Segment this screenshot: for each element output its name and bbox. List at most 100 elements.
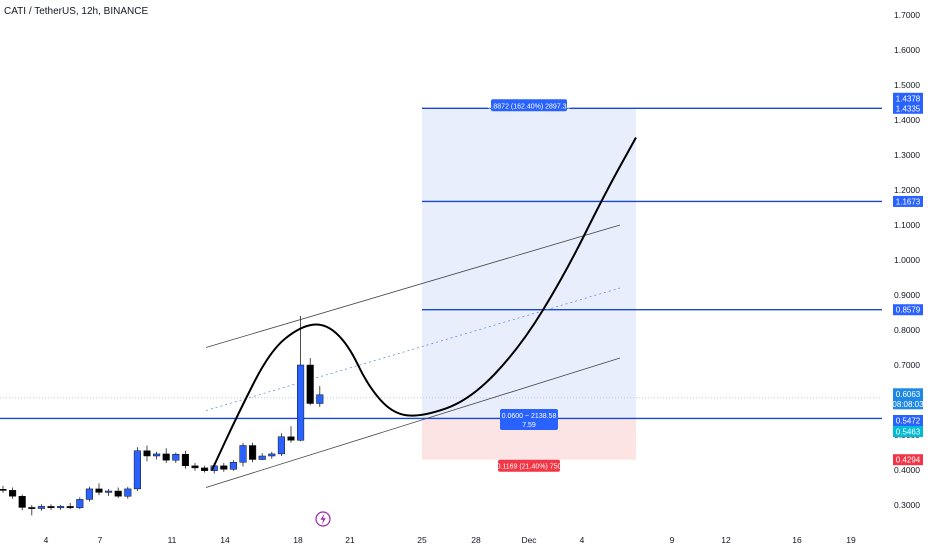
y-tick-label: 1.2000 bbox=[894, 185, 920, 195]
entry-label: 0.0600 ~ 2138.58 7.59 bbox=[500, 408, 558, 430]
x-tick-label: 4 bbox=[580, 535, 585, 545]
svg-text:0.4294: 0.4294 bbox=[896, 456, 921, 465]
channel-upper-line[interactable] bbox=[205, 224, 621, 348]
candle bbox=[220, 463, 228, 472]
candle bbox=[114, 487, 122, 498]
candle bbox=[191, 463, 199, 471]
candle bbox=[0, 485, 7, 493]
candle bbox=[297, 316, 305, 442]
svg-text:0.5472: 0.5472 bbox=[896, 416, 921, 425]
svg-text:7.59: 7.59 bbox=[522, 422, 536, 429]
candles bbox=[0, 316, 324, 516]
price-tag: 1.4378 bbox=[893, 92, 923, 104]
price-tag: 1.1673 bbox=[893, 195, 923, 207]
position-labels: 0.8872 (162.40%) 2897.35 0.0600 ~ 2138.58… bbox=[488, 99, 571, 472]
y-tick-label: 0.3000 bbox=[894, 500, 920, 510]
chart-title: CATI / TetherUS, 12h, BINANCE bbox=[4, 6, 149, 17]
candle bbox=[95, 483, 103, 496]
candle bbox=[76, 497, 84, 510]
channel-middle-line[interactable] bbox=[205, 287, 621, 411]
svg-text:0.6063: 0.6063 bbox=[896, 390, 921, 399]
price-tag: 0.6063 bbox=[893, 388, 923, 400]
candle bbox=[162, 448, 170, 463]
lightning-icon[interactable] bbox=[315, 511, 331, 527]
y-tick-label: 0.7000 bbox=[894, 360, 920, 370]
x-tick-label: Dec bbox=[521, 535, 537, 545]
y-tick-label: 0.9000 bbox=[894, 290, 920, 300]
price-tag: 08:08:03 bbox=[892, 398, 924, 410]
candle bbox=[105, 488, 113, 496]
x-tick-label: 19 bbox=[846, 535, 856, 545]
y-tick-label: 1.1000 bbox=[894, 220, 920, 230]
candle bbox=[66, 502, 74, 510]
candle bbox=[249, 442, 257, 463]
candle bbox=[133, 447, 141, 491]
candle bbox=[9, 487, 17, 499]
candle bbox=[268, 451, 276, 459]
candle bbox=[258, 453, 266, 461]
x-tick-label: 4 bbox=[44, 535, 49, 545]
candle bbox=[306, 358, 314, 406]
candle bbox=[28, 505, 36, 516]
svg-text:1.1673: 1.1673 bbox=[896, 197, 921, 206]
target-label: 0.8872 (162.40%) 2897.35 bbox=[488, 99, 571, 112]
x-tick-label: 16 bbox=[792, 535, 802, 545]
profit-zone bbox=[422, 108, 636, 419]
candle bbox=[143, 445, 151, 462]
position-zones bbox=[422, 108, 636, 460]
svg-text:0.0600 ~ 2138.58: 0.0600 ~ 2138.58 bbox=[502, 413, 557, 420]
x-tick-label: 21 bbox=[345, 535, 355, 545]
x-tick-label: 9 bbox=[670, 535, 675, 545]
candle bbox=[153, 451, 161, 460]
svg-text:0.1169 (21.40%) 750: 0.1169 (21.40%) 750 bbox=[497, 464, 562, 471]
y-tick-label: 0.4000 bbox=[894, 465, 920, 475]
candle bbox=[18, 494, 26, 511]
x-tick-label: 25 bbox=[417, 535, 427, 545]
price-tag: 0.5472 bbox=[893, 414, 923, 426]
price-tag: 0.5463 bbox=[893, 425, 923, 437]
x-axis: 4 7 11 14 18 21 25 28 Dec 4 9 12 16 19 bbox=[44, 535, 856, 545]
x-tick-label: 11 bbox=[168, 535, 177, 545]
candle bbox=[287, 426, 295, 443]
svg-text:0.8872 (162.40%) 2897.35: 0.8872 (162.40%) 2897.35 bbox=[488, 103, 571, 110]
svg-text:0.5463: 0.5463 bbox=[896, 427, 921, 436]
candle bbox=[172, 452, 180, 463]
y-tick-label: 1.6000 bbox=[894, 45, 920, 55]
candle bbox=[181, 450, 189, 469]
projection-curve-path[interactable] bbox=[211, 137, 637, 471]
stop-label: 0.1169 (21.40%) 750 bbox=[497, 459, 562, 472]
svg-text:08:08:03: 08:08:03 bbox=[892, 400, 924, 409]
channel-lines bbox=[205, 224, 621, 488]
candle bbox=[239, 442, 247, 467]
candle bbox=[47, 504, 55, 510]
candle bbox=[57, 505, 65, 510]
candle bbox=[316, 386, 324, 407]
svg-text:0.8579: 0.8579 bbox=[896, 306, 921, 315]
price-tag: 0.4294 bbox=[893, 454, 923, 466]
candle bbox=[201, 465, 209, 473]
lightning-bolt bbox=[320, 513, 326, 525]
candle bbox=[277, 433, 285, 456]
candle bbox=[229, 460, 237, 471]
x-tick-label: 12 bbox=[721, 535, 731, 545]
price-tag: 0.8579 bbox=[893, 304, 923, 316]
candle bbox=[124, 486, 132, 499]
x-tick-label: 28 bbox=[471, 535, 481, 545]
candle bbox=[37, 504, 45, 511]
channel-lower-line[interactable] bbox=[205, 357, 621, 488]
level-lines bbox=[0, 107, 882, 420]
y-tick-label: 0.8000 bbox=[894, 325, 920, 335]
price-tag: 1.4335 bbox=[893, 102, 923, 114]
x-tick-label: 14 bbox=[220, 535, 230, 545]
y-tick-label: 1.7000 bbox=[894, 10, 920, 20]
svg-text:1.4378: 1.4378 bbox=[896, 94, 921, 103]
y-tick-label: 1.0000 bbox=[894, 255, 920, 265]
y-tick-label: 1.5000 bbox=[894, 80, 920, 90]
y-tick-label: 1.3000 bbox=[894, 150, 920, 160]
y-tick-label: 1.4000 bbox=[894, 115, 920, 125]
x-tick-label: 7 bbox=[98, 535, 103, 545]
projection-curve bbox=[211, 137, 637, 471]
svg-text:1.4335: 1.4335 bbox=[896, 104, 921, 113]
